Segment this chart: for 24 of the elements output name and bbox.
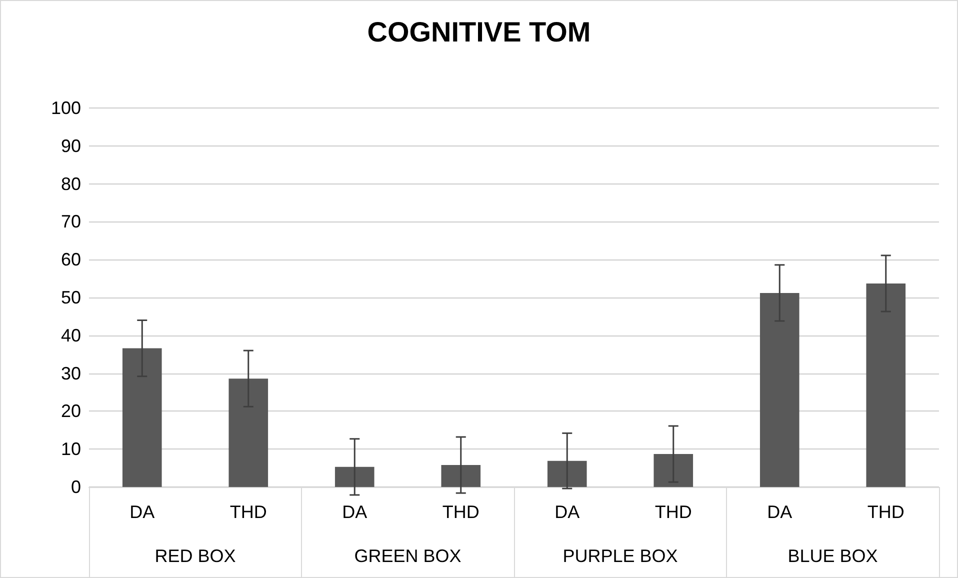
x-tick-label: THD [230, 502, 267, 522]
y-tick-label: 60 [60, 250, 81, 270]
y-tick-label: 100 [50, 98, 81, 118]
x-tick-label: THD [442, 502, 480, 522]
y-tick-label: 0 [70, 477, 81, 497]
y-tick-label: 50 [60, 288, 81, 308]
text: GREEN BOX [354, 546, 462, 566]
x-tick-label: THD [654, 502, 692, 522]
y-tick-label: 80 [60, 174, 81, 194]
y-tick-label: 90 [60, 136, 81, 156]
text: RED BOX [154, 546, 236, 566]
x-tick-label: DA [342, 502, 368, 522]
y-tick-label: 20 [60, 401, 81, 422]
chart-title: COGNITIVE TOM [367, 16, 591, 48]
x-tick-label: DA [554, 502, 580, 522]
y-tick-label: 70 [60, 212, 81, 232]
x-tick-label: DA [767, 502, 792, 522]
y-tick-label: 10 [60, 439, 81, 460]
x-tick-label: DA [130, 502, 155, 522]
y-tick-label: 40 [60, 325, 81, 346]
text: BLUE BOX [788, 546, 878, 566]
text: PURPLE BOX [562, 546, 678, 566]
x-tick-label: THD [867, 502, 904, 522]
y-tick-label: 30 [60, 363, 81, 384]
